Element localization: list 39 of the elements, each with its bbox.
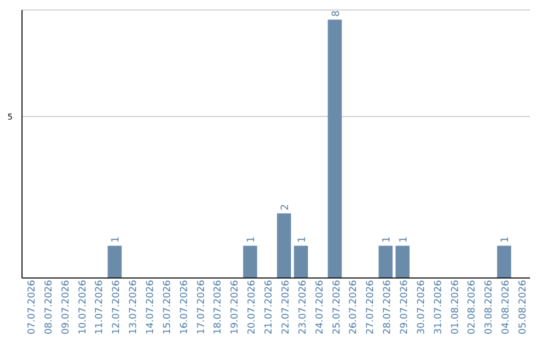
x-tick-label: 10.07.2026 [77, 280, 88, 334]
data-label: 2 [280, 204, 291, 210]
x-tick-label: 14.07.2026 [145, 280, 156, 334]
x-tick-label: 20.07.2026 [246, 280, 258, 334]
x-tick-label: 02.08.2026 [466, 280, 478, 334]
x-tick-label: 12.07.2026 [111, 280, 122, 334]
x-tick-label: 27.07.2026 [365, 280, 376, 334]
x-tick-label: 09.07.2026 [60, 280, 72, 334]
x-tick-label: 01.08.2026 [450, 280, 461, 334]
data-label: 1 [246, 236, 258, 243]
x-tick-label: 05.08.2026 [518, 280, 529, 334]
x-tick-label: 13.07.2026 [128, 280, 140, 334]
x-tick-label: 18.07.2026 [212, 280, 224, 334]
data-label: 8 [330, 10, 342, 17]
x-tick-label: 29.07.2026 [399, 280, 410, 334]
x-tick-label: 15.07.2026 [162, 280, 173, 334]
data-label: 1 [398, 236, 410, 243]
x-tick-label: 28.07.2026 [382, 280, 394, 334]
x-tick-label: 25.07.2026 [331, 280, 342, 334]
data-label: 1 [500, 236, 512, 243]
x-tick-label: 19.07.2026 [230, 280, 241, 334]
x-tick-label: 30.07.2026 [416, 280, 427, 334]
x-tick-label: 04.08.2026 [500, 280, 512, 334]
x-tick-label: 23.07.2026 [297, 280, 308, 334]
data-label: 1 [110, 236, 122, 243]
x-tick-label: 26.07.2026 [348, 280, 360, 334]
x-tick-label: 24.07.2026 [314, 280, 326, 334]
x-tick-label: 17.07.2026 [196, 280, 207, 334]
data-label: 1 [382, 236, 393, 243]
data-label: 1 [296, 236, 308, 243]
x-tick-label: 21.07.2026 [264, 280, 275, 334]
x-tick-label: 22.07.2026 [280, 280, 292, 334]
x-tick-label: 16.07.2026 [178, 280, 190, 334]
x-tick-label: 31.07.2026 [432, 280, 444, 334]
x-tick-label: 03.08.2026 [484, 280, 495, 334]
y-tick-label: 5 [7, 112, 13, 122]
x-tick-label: 08.07.2026 [43, 280, 54, 334]
x-tick-label: 07.07.2026 [26, 280, 38, 334]
x-tick-label: 11.07.2026 [94, 280, 106, 334]
